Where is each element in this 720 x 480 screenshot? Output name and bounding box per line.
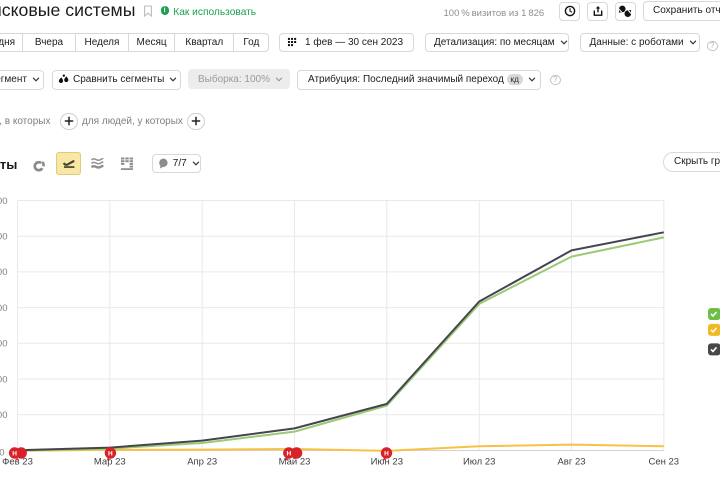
svg-text:00: 00 — [0, 374, 8, 385]
svg-text:Н: Н — [108, 450, 113, 457]
svg-text:00: 00 — [0, 267, 8, 278]
svg-text:Сен 23: Сен 23 — [648, 457, 679, 468]
svg-text:00: 00 — [0, 339, 8, 350]
svg-text:00: 00 — [0, 196, 8, 207]
svg-text:00: 00 — [0, 303, 8, 314]
svg-text:Н: Н — [12, 450, 17, 457]
svg-text:00: 00 — [0, 410, 8, 421]
svg-text:Мар 23: Мар 23 — [94, 457, 126, 468]
svg-text:00: 00 — [0, 232, 8, 243]
svg-text:Май 23: Май 23 — [279, 457, 311, 468]
svg-text:Фев 23: Фев 23 — [2, 457, 33, 468]
svg-text:Н: Н — [384, 450, 389, 457]
svg-text:0: 0 — [0, 447, 5, 458]
svg-text:Июл 23: Июл 23 — [463, 457, 496, 468]
svg-text:Н: Н — [286, 450, 291, 457]
svg-text:Авг 23: Авг 23 — [557, 457, 585, 468]
svg-text:Июн 23: Июн 23 — [371, 457, 403, 468]
svg-text:Апр 23: Апр 23 — [187, 457, 217, 468]
